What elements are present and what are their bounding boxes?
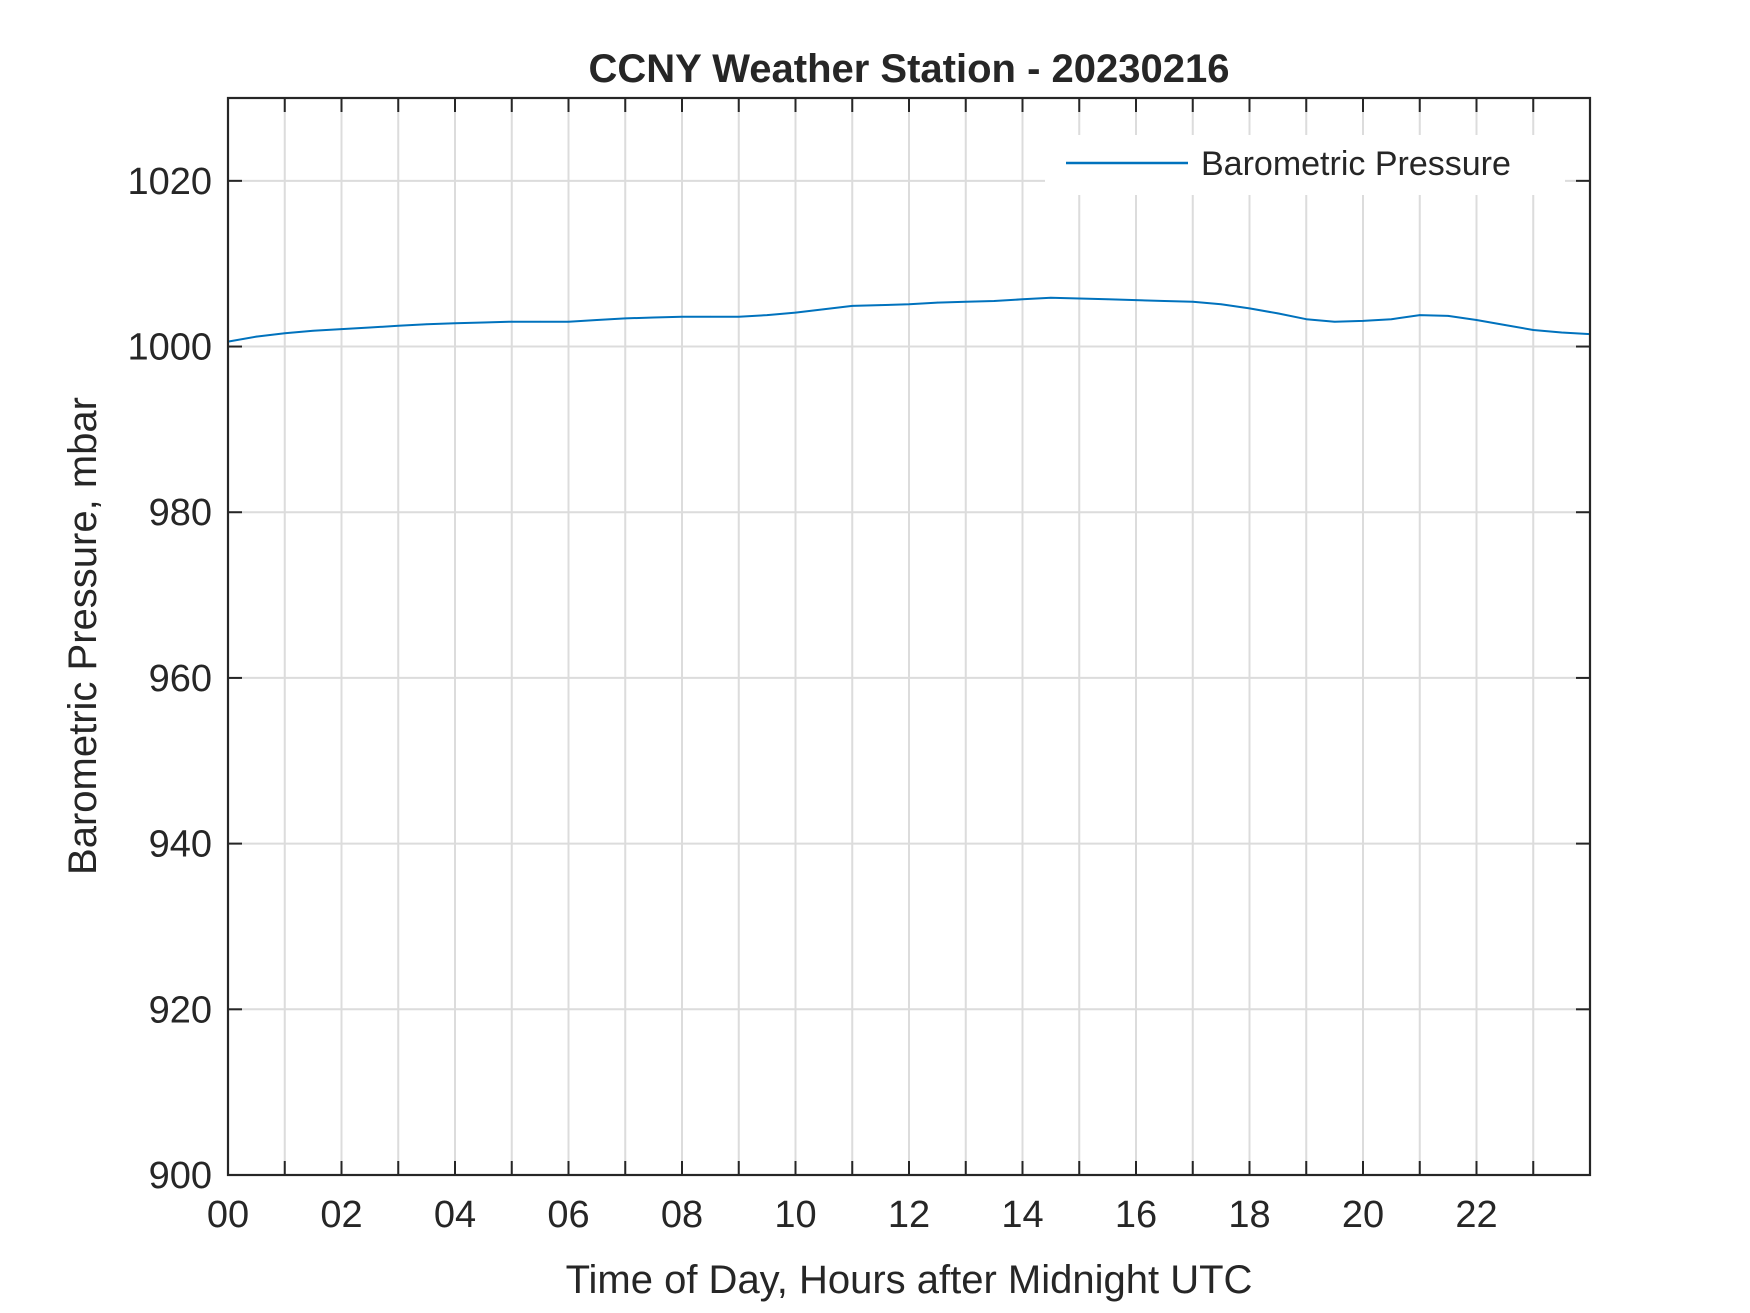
pressure-data-point <box>1163 300 1166 302</box>
pressure-data-point <box>766 314 768 316</box>
tick-marks <box>227 98 1590 1176</box>
pressure-data-point <box>1021 298 1024 301</box>
x-tick-label: 08 <box>661 1194 703 1236</box>
pressure-data-point <box>1333 320 1336 323</box>
pressure-data-point <box>454 322 456 325</box>
pressure-data-point <box>369 326 371 329</box>
y-tick-label: 980 <box>149 492 212 534</box>
x-tick-label: 22 <box>1455 1194 1497 1236</box>
legend: Barometric Pressure <box>1045 135 1565 195</box>
x-tick-label: 02 <box>320 1194 362 1236</box>
pressure-data-point <box>1362 320 1364 322</box>
x-tick-label: 18 <box>1228 1194 1270 1236</box>
pressure-data-point <box>794 311 797 314</box>
pressure-data-point <box>539 320 541 323</box>
pressure-data-point <box>567 320 570 323</box>
pressure-data-point <box>255 335 258 338</box>
pressure-data-point <box>596 319 598 321</box>
x-axis-label: Time of Day, Hours after Midnight UTC <box>566 1258 1253 1302</box>
pressure-data-point <box>936 301 939 304</box>
x-tick-label: 12 <box>888 1194 930 1236</box>
x-tick-label: 04 <box>434 1194 476 1236</box>
x-tick-label: 14 <box>1001 1194 1043 1236</box>
x-tick-label: 06 <box>547 1194 589 1236</box>
y-tick-label: 1020 <box>127 161 212 203</box>
chart-title: CCNY Weather Station - 20230216 <box>589 47 1230 91</box>
pressure-data-point <box>965 301 967 303</box>
pressure-data-point <box>681 315 683 318</box>
x-tick-label: 10 <box>774 1194 816 1236</box>
pressure-data-point <box>624 317 627 320</box>
pressure-data-point <box>1447 315 1449 317</box>
pressure-data-point <box>1078 297 1081 300</box>
pressure-data-point <box>1248 307 1251 310</box>
pressure-data-point <box>482 321 485 324</box>
pressure-data-point <box>1135 299 1137 301</box>
y-axis-label: Barometric Pressure, mbar <box>61 397 105 875</box>
y-tick-labels: 900 920 940 960 980 1000 1020 <box>127 161 212 1197</box>
pressure-data-point <box>1419 314 1421 316</box>
pressure-data-point <box>1050 296 1052 299</box>
grid-lines <box>228 98 1590 1175</box>
pressure-data-point <box>1277 312 1279 315</box>
series-layer <box>227 296 1591 343</box>
pressure-data-point <box>652 316 655 319</box>
axes-box <box>226 96 1592 1177</box>
y-tick-label: 900 <box>149 1155 212 1197</box>
pressure-data-point <box>851 305 854 307</box>
y-tick-label: 960 <box>149 658 212 700</box>
pressure-data-point <box>1192 301 1194 303</box>
pressure-data-point <box>511 320 513 323</box>
pressure-data-point <box>425 323 428 326</box>
pressure-data-point <box>738 315 740 318</box>
pressure-data-point <box>397 325 400 327</box>
pressure-data-point <box>312 330 314 332</box>
pressure-data-point <box>823 308 825 311</box>
pressure-data-point <box>340 328 343 330</box>
pressure-data-point <box>1475 319 1478 321</box>
pressure-data-point <box>993 300 995 302</box>
pressure-data-point <box>1220 303 1222 306</box>
pressure-data-point <box>284 332 286 335</box>
x-tick-label: 00 <box>207 1194 249 1236</box>
legend-label: Barometric Pressure <box>1201 145 1511 183</box>
pressure-data-point <box>1560 331 1563 334</box>
pressure-data-point <box>1504 324 1506 326</box>
y-tick-label: 940 <box>149 824 212 866</box>
y-tick-label: 920 <box>149 989 212 1031</box>
x-tick-label: 20 <box>1342 1194 1384 1236</box>
pressure-data-point <box>709 315 712 318</box>
y-tick-label: 1000 <box>127 327 212 369</box>
pressure-data-point <box>1106 298 1109 301</box>
x-tick-label: 16 <box>1115 1194 1157 1236</box>
pressure-data-point <box>1532 329 1535 331</box>
x-tick-labels: 00 02 04 06 08 10 12 14 16 18 20 22 <box>207 1194 1498 1236</box>
pressure-data-point <box>908 303 910 306</box>
legend-background <box>1045 135 1565 195</box>
pressure-data-point <box>879 304 882 306</box>
pressure-data-point <box>1390 318 1393 321</box>
pressure-data-point <box>1305 318 1308 321</box>
